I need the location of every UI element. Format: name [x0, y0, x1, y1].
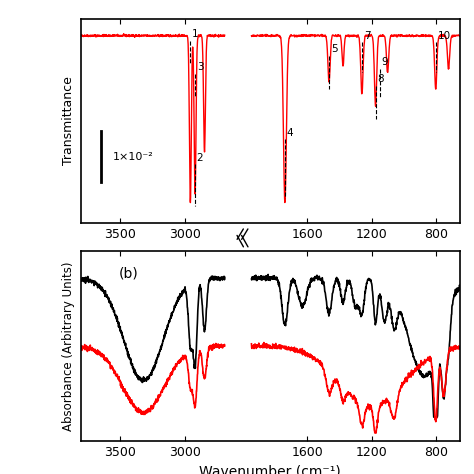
Text: 7: 7	[364, 31, 371, 41]
Text: 9: 9	[382, 57, 388, 67]
Text: 8: 8	[377, 74, 384, 84]
Text: 1: 1	[192, 29, 199, 39]
Text: (b): (b)	[118, 266, 138, 281]
Text: 5: 5	[331, 44, 337, 54]
X-axis label: Wavenumber (cm⁻¹): Wavenumber (cm⁻¹)	[199, 464, 341, 474]
Text: 10: 10	[438, 31, 451, 41]
Text: 4: 4	[287, 128, 293, 137]
Text: 3: 3	[197, 63, 204, 73]
Y-axis label: Transmittance: Transmittance	[62, 76, 75, 165]
Y-axis label: Absorbance (Arbitrary Units): Absorbance (Arbitrary Units)	[62, 261, 75, 431]
Text: 1×10⁻²: 1×10⁻²	[113, 152, 154, 162]
Text: 2: 2	[196, 153, 203, 163]
